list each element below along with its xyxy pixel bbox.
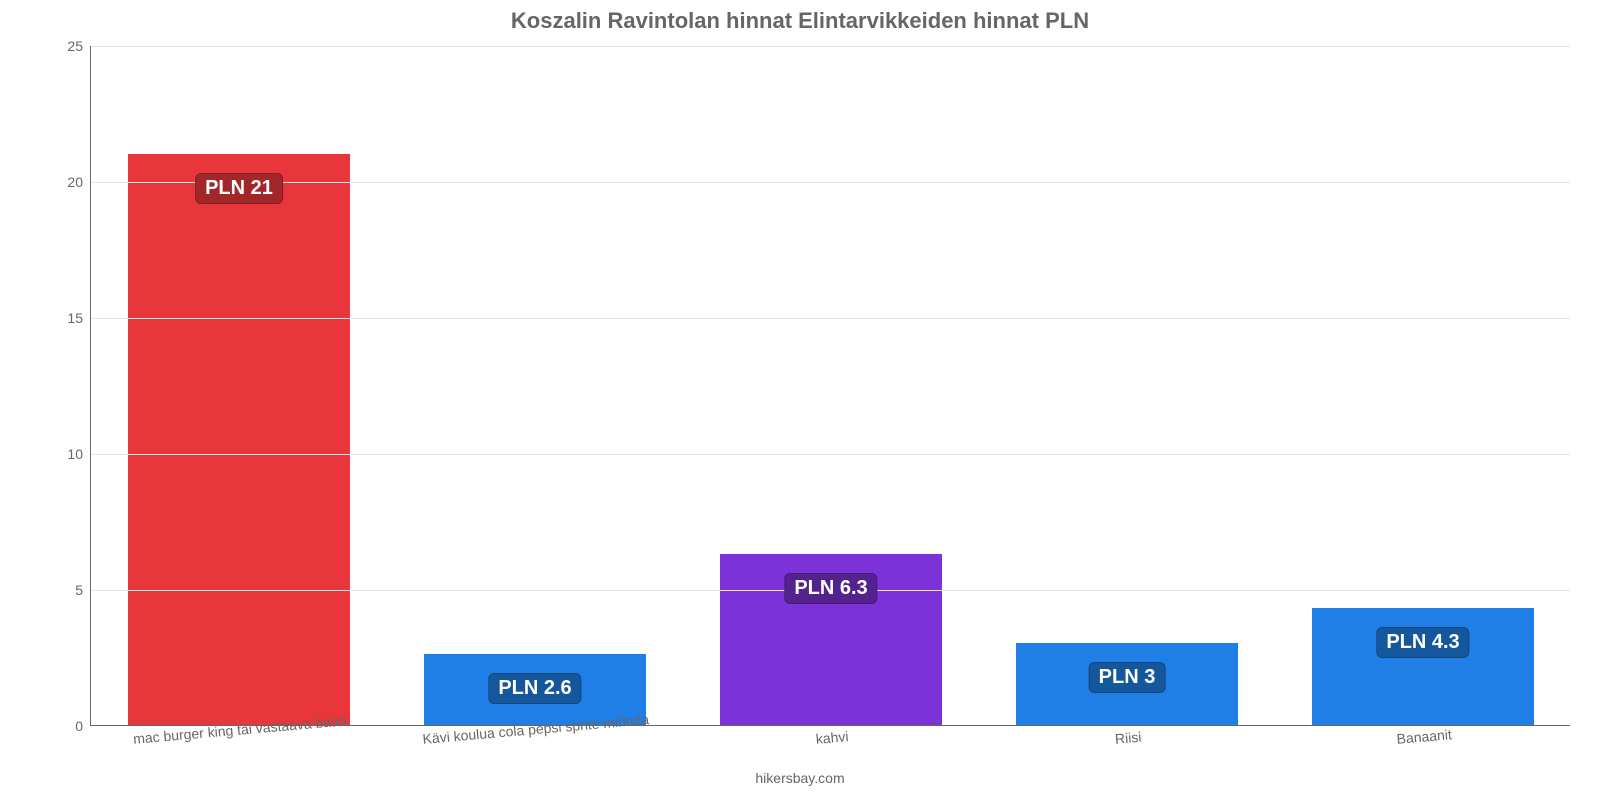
bar-chart: Koszalin Ravintolan hinnat Elintarvikkei… bbox=[0, 0, 1600, 800]
chart-footer: hikersbay.com bbox=[0, 770, 1600, 786]
y-tick-label: 20 bbox=[67, 174, 91, 190]
y-tick-label: 10 bbox=[67, 446, 91, 462]
bars-container bbox=[91, 46, 1570, 725]
bar-value-label: PLN 4.3 bbox=[1376, 627, 1469, 658]
x-tick-label: Banaanit bbox=[1395, 720, 1452, 747]
x-tick-label: kahvi bbox=[815, 722, 849, 747]
grid-line bbox=[91, 454, 1570, 455]
y-tick-label: 0 bbox=[75, 718, 91, 734]
plot-area: 0510152025PLN 21mac burger king tai vast… bbox=[90, 46, 1570, 726]
grid-line bbox=[91, 182, 1570, 183]
y-tick-label: 5 bbox=[75, 582, 91, 598]
x-tick-label: Riisi bbox=[1114, 723, 1142, 747]
bar-value-label: PLN 6.3 bbox=[784, 573, 877, 604]
bar bbox=[1312, 608, 1534, 725]
chart-title: Koszalin Ravintolan hinnat Elintarvikkei… bbox=[0, 8, 1600, 34]
bar-value-label: PLN 3 bbox=[1089, 662, 1166, 693]
bar-value-label: PLN 21 bbox=[195, 173, 283, 204]
y-tick-label: 25 bbox=[67, 38, 91, 54]
bar bbox=[128, 154, 350, 725]
grid-line bbox=[91, 46, 1570, 47]
y-tick-label: 15 bbox=[67, 310, 91, 326]
bar-value-label: PLN 2.6 bbox=[488, 673, 581, 704]
grid-line bbox=[91, 318, 1570, 319]
